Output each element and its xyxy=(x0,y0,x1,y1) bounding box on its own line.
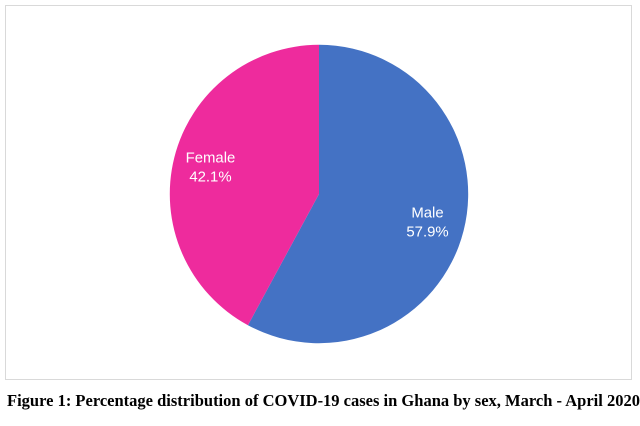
pie-slice-male xyxy=(247,44,469,344)
pie-label-male: Male 57.9% xyxy=(406,204,448,240)
pie-slice-female xyxy=(169,44,319,326)
pie-chart: Male 57.9% Female 42.1% xyxy=(169,44,469,344)
pie-label-value: 57.9% xyxy=(406,223,448,240)
pie-label-female: Female 42.1% xyxy=(186,150,236,186)
pie-label-name: Female xyxy=(186,150,236,167)
figure-caption: Figure 1: Percentage distribution of COV… xyxy=(7,391,640,410)
pie-label-name: Male xyxy=(411,204,443,221)
pie-label-value: 42.1% xyxy=(189,168,231,185)
chart-area: Male 57.9% Female 42.1% xyxy=(5,5,632,380)
